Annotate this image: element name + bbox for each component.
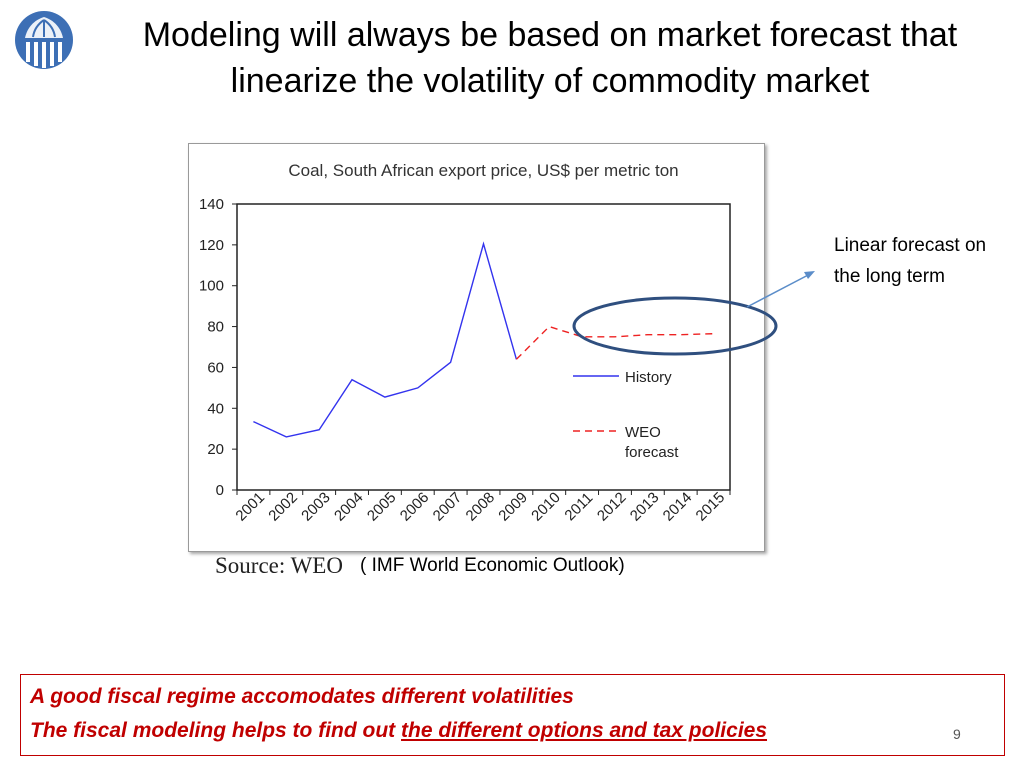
y-tick-label: 60	[207, 359, 224, 376]
slide-title-line-2: linearize the volatility of commodity ma…	[230, 62, 870, 100]
x-tick-label: 2012	[594, 489, 630, 525]
x-tick-label: 2007	[430, 489, 466, 525]
slide-title-line-1: Modeling will always be based on market …	[142, 16, 958, 54]
page-number: 9	[953, 726, 961, 742]
legend-label-weo-forecast: WEO forecast	[625, 424, 679, 461]
source-note: ( IMF World Economic Outlook)	[360, 555, 625, 576]
y-tick-label: 20	[207, 441, 224, 458]
x-tick-label: 2014	[660, 489, 696, 525]
x-tick-label: 2010	[528, 489, 564, 525]
chart-title: Coal, South African export price, US$ pe…	[288, 161, 678, 180]
x-tick-label: 2004	[331, 489, 367, 525]
x-tick-label: 2015	[693, 489, 729, 525]
y-tick-label: 80	[207, 319, 224, 336]
conclusion-line-2-prefix: The fiscal modeling helps to find out	[30, 719, 402, 742]
x-tick-label: 2008	[463, 489, 499, 525]
chart-panel: Coal, South African export price, US$ pe…	[188, 143, 765, 552]
line-chart: Coal, South African export price, US$ pe…	[199, 161, 731, 525]
x-tick-label: 2003	[298, 489, 334, 525]
x-tick-label: 2011	[562, 489, 597, 524]
x-tick-label: 2002	[265, 489, 301, 525]
conclusion-line-1: A good fiscal regime accomodates differe…	[30, 685, 574, 708]
legend-label-history: History	[625, 369, 672, 386]
x-tick-label: 2006	[397, 489, 433, 525]
x-tick-label: 2005	[364, 489, 400, 525]
conclusion-line-2: The fiscal modeling helps to find out th…	[30, 719, 767, 743]
conclusion-line-2-emphasis: the different options and tax policies	[401, 719, 768, 742]
y-tick-label: 120	[199, 237, 224, 254]
y-tick-label: 100	[199, 278, 224, 295]
annotation-arrowhead	[804, 271, 815, 279]
conclusion-box: A good fiscal regime accomodates differe…	[20, 674, 1005, 756]
x-tick-label: 2001	[232, 489, 268, 525]
source-label: Source: WEO	[215, 553, 343, 578]
y-tick-label: 140	[199, 196, 224, 213]
forecast-annotation: Linear forecast on the long term	[834, 235, 987, 287]
slide-title: Modeling will always be based on market …	[90, 12, 1010, 104]
x-tick-label: 2009	[495, 489, 531, 525]
institution-logo-icon	[15, 11, 73, 69]
series-line-history	[253, 241, 518, 438]
y-tick-label: 40	[207, 400, 224, 417]
series-line-weo-forecast	[515, 325, 714, 360]
x-tick-label: 2013	[627, 489, 663, 525]
y-tick-label: 0	[216, 482, 224, 499]
